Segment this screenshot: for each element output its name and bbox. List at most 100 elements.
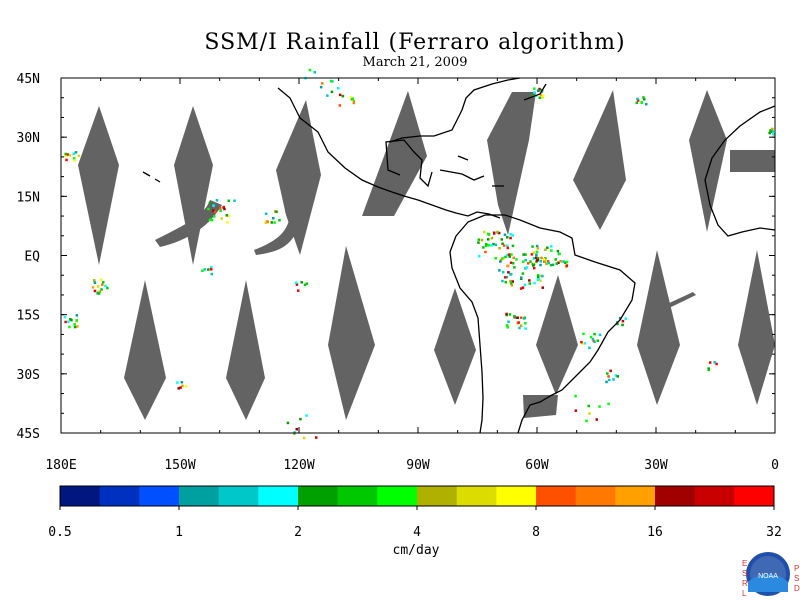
rain-pixel [559,260,562,263]
rain-pixel [500,238,503,241]
rain-pixel [588,346,591,350]
coastline-south-america [455,214,636,434]
rain-pixel [477,238,481,241]
rain-pixel [64,152,67,156]
rain-pixel [533,266,536,270]
rain-pixel [96,292,99,295]
rain-pixel [223,207,226,211]
lon-tick-label: 90W [406,458,430,473]
rain-pixel [509,279,512,283]
rain-pixel [524,258,527,262]
rain-pixel [511,244,515,248]
lat-tick-label: 30S [17,368,40,383]
rain-pixel [63,154,67,158]
rain-pixel [543,260,547,263]
rain-pixel [536,247,539,250]
rain-pixel [97,292,101,295]
rain-pixel [539,93,543,96]
rain-pixel [517,321,520,324]
rain-pixel [582,332,585,336]
rain-pixel [219,207,222,210]
rain-pixel [536,89,540,92]
rain-pixel [73,325,77,329]
rain-pixel [532,251,535,254]
rain-pixel [707,368,711,372]
rain-pixel [508,313,512,316]
rain-pixel [538,96,542,99]
rain-pixel [266,220,269,224]
rain-pixel [507,264,510,267]
colorbar-swatch [417,486,458,506]
rain-pixel [562,260,565,263]
rain-pixel [516,316,519,319]
rain-pixel [532,257,536,260]
rain-pixel [498,269,501,272]
rain-pixel [636,99,640,102]
colorbar-swatch [298,486,339,506]
swath-gap [78,106,119,265]
rain-pixel [93,279,96,282]
rain-pixel [72,157,76,160]
rain-pixel [181,384,184,388]
colorbar-label: 1 [175,525,183,540]
colorbar-swatch [456,486,497,506]
rain-pixel [621,323,624,327]
rain-pixel [72,152,75,155]
rain-pixel [771,127,774,131]
rain-pixel [270,221,273,224]
rain-pixel [104,284,107,288]
rain-pixel [225,214,228,217]
rain-pixel [213,215,216,218]
rain-pixel [524,327,527,330]
coastline-africa [704,105,776,237]
rain-pixel [596,339,599,342]
coastline-north-america [277,87,501,219]
rain-pixel [505,324,509,327]
rain-pixel [504,276,507,279]
rain-pixel [215,199,219,202]
rain-pixel [556,249,560,253]
rain-pixel [210,265,213,269]
rain-pixel [607,375,610,378]
rain-pixel [227,214,231,218]
rain-pixel [524,322,527,325]
rain-pixel [529,260,532,263]
rain-pixel [226,221,229,224]
rain-pixel [591,337,595,341]
rain-pixel [522,253,525,256]
rain-pixel [212,204,215,207]
noaa-logo: NOAA E S R L P S D [742,552,800,598]
rain-pixel [106,286,109,290]
lon-tick-label: 180E [45,458,76,473]
rain-pixel [513,266,516,269]
rain-pixel [558,252,561,256]
rain-pixel [616,322,619,326]
rain-pixel [533,91,536,94]
rain-pixel [595,418,598,421]
rain-pixel [564,261,567,264]
rain-pixel [511,262,515,265]
colorbar-swatch [615,486,656,506]
rain-pixel [509,261,513,264]
colorbar-swatch [60,486,101,506]
rain-pixel [341,94,345,98]
rain-pixel [528,282,531,285]
rain-pixel [65,158,68,162]
rain-pixel [487,244,490,247]
noaa-logo-text: NOAA [758,573,778,580]
rain-pixel [499,260,502,263]
rain-pixel [501,279,504,283]
swath-gaps [78,90,775,420]
map-title: SSM/I Rainfall (Ferraro algorithm) [204,30,626,55]
rain-pixel [520,316,523,319]
rain-pixel [616,375,619,378]
rain-pixel [305,282,309,285]
lat-tick-label: 30N [17,131,40,146]
rain-pixel [609,369,612,373]
rain-pixel [550,245,553,248]
rain-pixel [583,342,587,345]
rain-pixel [501,270,505,274]
rain-pixel [486,232,490,236]
logo-letter: L [742,589,747,598]
rain-pixel [713,361,716,364]
